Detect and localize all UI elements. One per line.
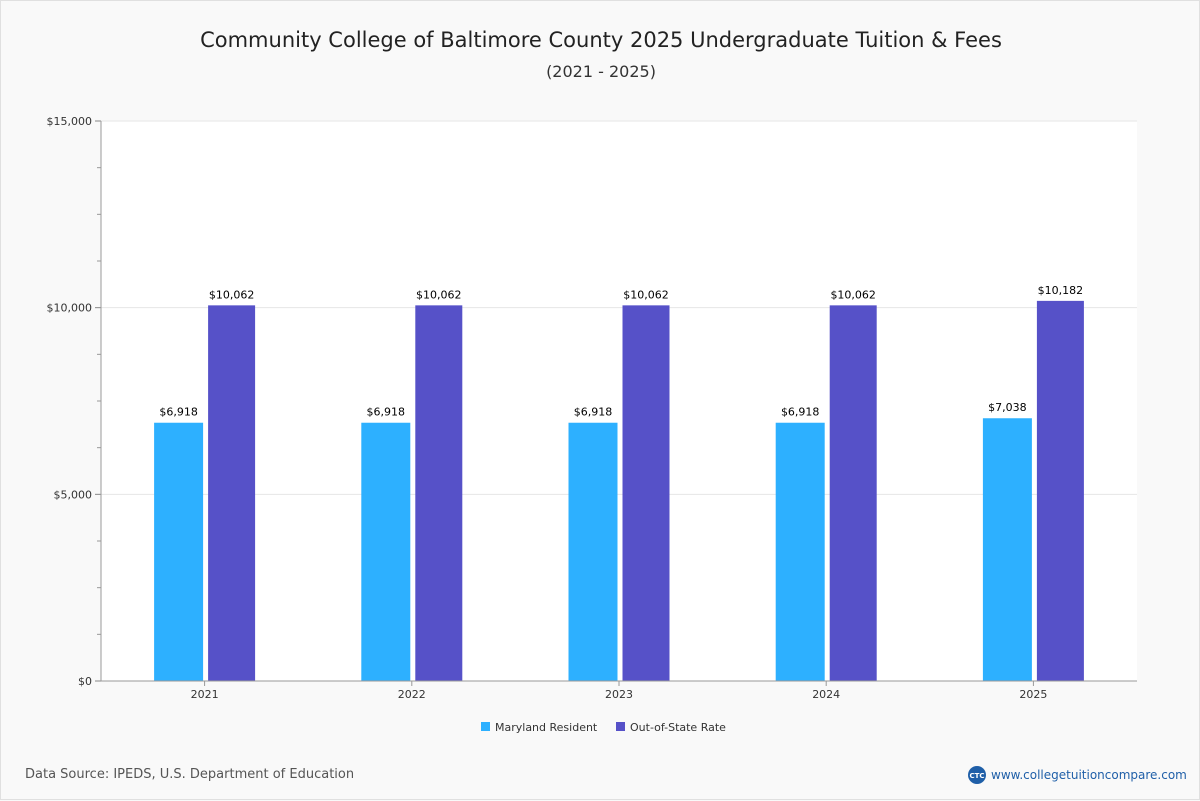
legend-item-maryland-resident[interactable]: Maryland Resident <box>481 721 598 734</box>
legend-swatch <box>481 722 490 731</box>
bar-maryland-resident-2024 <box>775 422 825 681</box>
data-label: $6,918 <box>574 406 613 419</box>
chart-subtitle: (2021 - 2025) <box>546 62 656 81</box>
legend-label: Maryland Resident <box>495 721 598 734</box>
legend: Maryland Resident Out-of-State Rate <box>481 721 726 734</box>
bar-out-of-state-2025 <box>1036 300 1084 681</box>
data-label: $10,182 <box>1038 284 1084 297</box>
bar-maryland-resident-2025 <box>982 418 1032 681</box>
data-label: $10,062 <box>623 288 669 301</box>
x-tick-label: 2024 <box>812 688 840 701</box>
bar-maryland-resident-2021 <box>154 422 204 681</box>
brand-link[interactable]: CTC www.collegetuitioncompare.com <box>968 766 1187 784</box>
data-source: Data Source: IPEDS, U.S. Department of E… <box>25 767 354 782</box>
brand-logo-icon <box>968 766 986 784</box>
data-labels: $6,918 $10,062 $6,918 $10,062 $6,918 $10,062 $… <box>159 284 1083 419</box>
bar-out-of-state-2021 <box>208 305 256 681</box>
bar-maryland-resident-2022 <box>361 422 411 681</box>
bar-out-of-state-2022 <box>415 305 463 681</box>
brand-logo-text: CTC <box>969 772 984 780</box>
data-label: $6,918 <box>367 406 406 419</box>
x-axis: 2021 2022 2023 2024 2025 <box>101 680 1137 701</box>
legend-label: Out-of-State Rate <box>630 721 726 734</box>
bar-out-of-state-2023 <box>622 305 670 681</box>
plot-area <box>101 121 1137 681</box>
brand-url[interactable]: www.collegetuitioncompare.com <box>991 768 1187 782</box>
y-tick-label: $10,000 <box>47 302 93 315</box>
data-label: $7,038 <box>988 401 1027 414</box>
bars <box>154 300 1084 681</box>
x-tick-label: 2025 <box>1019 688 1047 701</box>
legend-item-out-of-state[interactable]: Out-of-State Rate <box>616 721 726 734</box>
gridlines <box>101 120 1137 495</box>
data-label: $10,062 <box>209 288 255 301</box>
chart-title: Community College of Baltimore County 20… <box>200 28 1002 52</box>
bar-out-of-state-2024 <box>829 305 877 681</box>
y-axis: $0 $5,000 $10,000 $15,000 <box>47 115 102 688</box>
data-label: $6,918 <box>159 406 198 419</box>
bar-maryland-resident-2023 <box>568 422 618 681</box>
legend-swatch <box>616 722 625 731</box>
y-tick-label: $0 <box>78 675 92 688</box>
y-tick-label: $15,000 <box>47 115 93 128</box>
y-tick-label: $5,000 <box>54 488 93 501</box>
x-tick-label: 2021 <box>191 688 219 701</box>
x-tick-label: 2022 <box>398 688 426 701</box>
data-label: $10,062 <box>416 288 462 301</box>
data-label: $6,918 <box>781 406 820 419</box>
x-tick-label: 2023 <box>605 688 633 701</box>
data-label: $10,062 <box>830 288 876 301</box>
